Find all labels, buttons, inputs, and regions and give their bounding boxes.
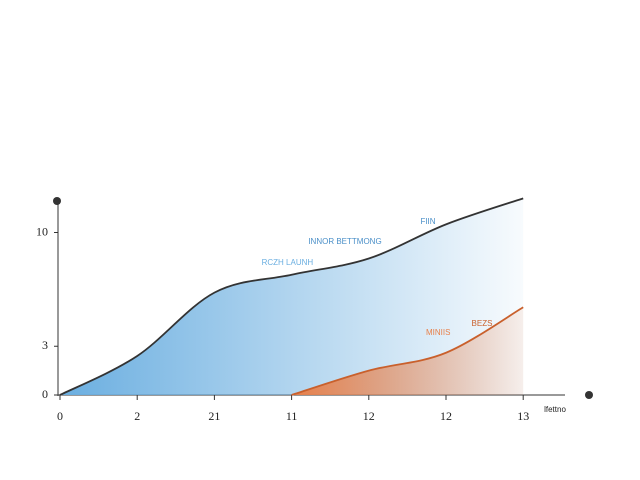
- series-line: [291, 306, 524, 396]
- x-tick-label: 0: [57, 409, 63, 423]
- x-tick-label: 11: [286, 409, 298, 423]
- annotation: FIIN: [420, 217, 435, 226]
- x-tick-label: 2: [134, 409, 140, 423]
- annotation: INNOR BETTMONG: [308, 237, 381, 246]
- series-label: MINIIS: [426, 328, 450, 337]
- x-tick-label: 21: [208, 409, 220, 423]
- y-tick-label: 10: [36, 224, 48, 238]
- series-label: RCZH LAUNH: [262, 258, 314, 267]
- x-tick-label: 13: [517, 409, 529, 423]
- x-tick-label: 12: [363, 409, 375, 423]
- axis-cap: [53, 197, 61, 205]
- axis-cap: [585, 391, 593, 399]
- y-tick-label: 3: [42, 338, 48, 352]
- series-line: [59, 197, 524, 396]
- y-tick-label: 0: [42, 387, 48, 401]
- area: [60, 198, 524, 395]
- area: [291, 307, 524, 395]
- x-tick-label: 12: [440, 409, 452, 423]
- x-axis-label: lfettno: [544, 405, 566, 414]
- annotation: BEZS: [472, 319, 493, 328]
